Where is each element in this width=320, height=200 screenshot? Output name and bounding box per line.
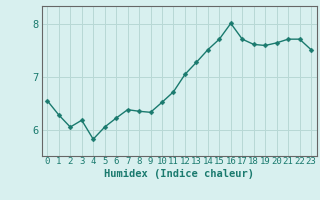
X-axis label: Humidex (Indice chaleur): Humidex (Indice chaleur): [104, 169, 254, 179]
